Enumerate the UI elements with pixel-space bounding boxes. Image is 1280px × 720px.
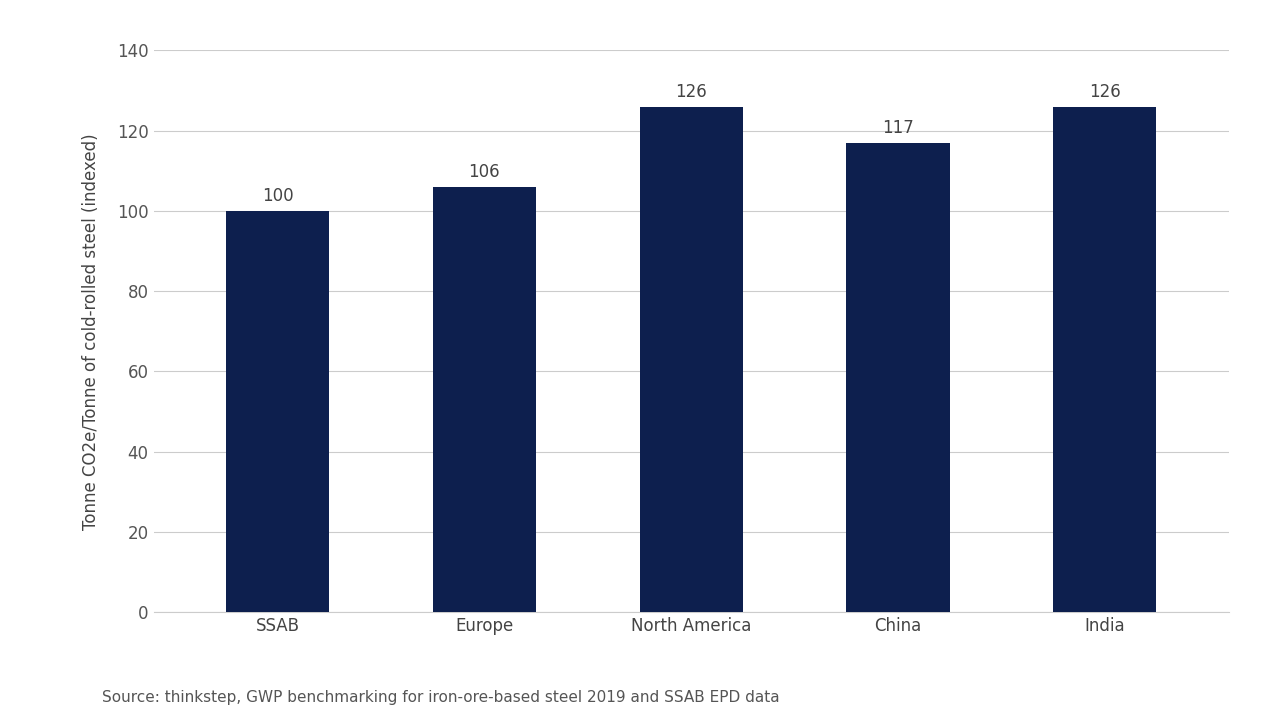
Text: 106: 106	[468, 163, 500, 181]
Bar	[433, 186, 536, 612]
Text: Source: thinkstep, GWP benchmarking for iron-ore-based steel 2019 and SSAB EPD d: Source: thinkstep, GWP benchmarking for …	[102, 690, 780, 705]
Bar	[846, 143, 950, 612]
Text: 126: 126	[1089, 83, 1120, 101]
Text: 117: 117	[882, 119, 914, 137]
Text: 100: 100	[262, 186, 293, 204]
Y-axis label: Tonne CO2e/Tonne of cold-rolled steel (indexed): Tonne CO2e/Tonne of cold-rolled steel (i…	[82, 133, 100, 529]
Bar	[227, 211, 329, 612]
Bar	[640, 107, 742, 612]
Text: 126: 126	[676, 83, 707, 101]
Bar	[1053, 107, 1156, 612]
